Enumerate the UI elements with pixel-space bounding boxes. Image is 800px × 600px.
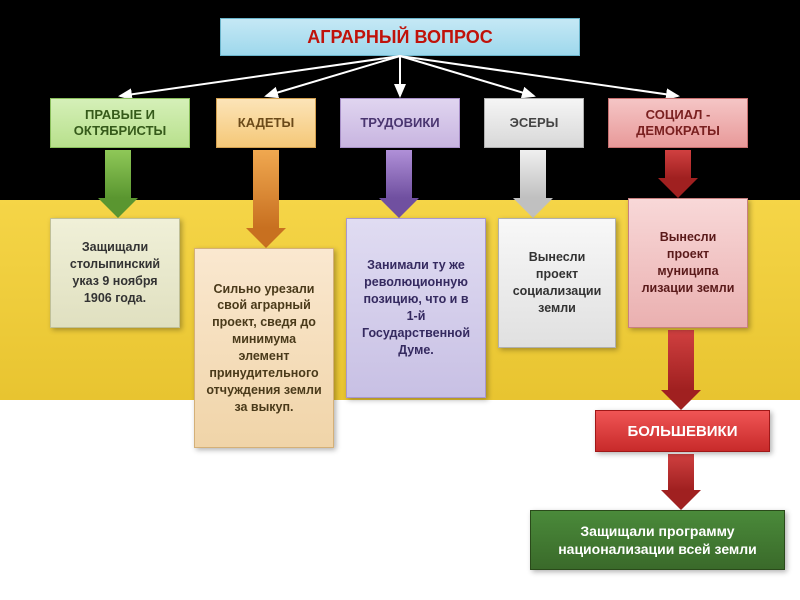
final-box: Защищали программу национализации всей з… (530, 510, 785, 570)
party-esery: ЭСЕРЫ (484, 98, 584, 148)
desc-pravye: Защищали столыпинский указ 9 ноября 1906… (50, 218, 180, 328)
title-box: АГРАРНЫЙ ВОПРОС (220, 18, 580, 56)
desc-socdem: Вынесли проект муниципа лизации земли (628, 198, 748, 328)
desc-kadety: Сильно урезали свой аграрный проект, све… (194, 248, 334, 448)
desc-trudoviki: Занимали ту же революционную позицию, чт… (346, 218, 486, 398)
desc-esery: Вынесли проект социализации земли (498, 218, 616, 348)
party-socdem: СОЦИАЛ - ДЕМОКРАТЫ (608, 98, 748, 148)
party-pravye: ПРАВЫЕ И ОКТЯБРИСТЫ (50, 98, 190, 148)
party-trudoviki: ТРУДОВИКИ (340, 98, 460, 148)
party-kadety: КАДЕТЫ (216, 98, 316, 148)
bolshevik-box: БОЛЬШЕВИКИ (595, 410, 770, 452)
